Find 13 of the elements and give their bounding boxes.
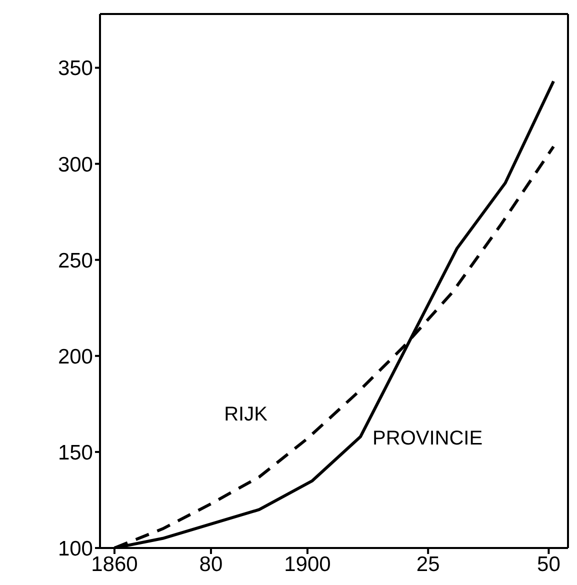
series-label: PROVINCIE bbox=[372, 428, 483, 450]
y-tick-label: 250 bbox=[58, 249, 93, 272]
y-tick-label: 100 bbox=[58, 537, 93, 560]
x-tick-label: 1900 bbox=[284, 552, 331, 576]
y-tick-label: 350 bbox=[58, 57, 93, 80]
x-tick-label: 50 bbox=[537, 552, 560, 576]
series-label: RIJK bbox=[224, 404, 268, 426]
x-tick-label: 1860 bbox=[91, 552, 138, 576]
x-tick-label: 80 bbox=[199, 552, 223, 576]
y-tick-label: 300 bbox=[58, 153, 93, 176]
x-tick-label: 25 bbox=[416, 552, 440, 576]
y-tick-label: 150 bbox=[58, 441, 93, 464]
y-tick-label: 200 bbox=[58, 345, 93, 368]
